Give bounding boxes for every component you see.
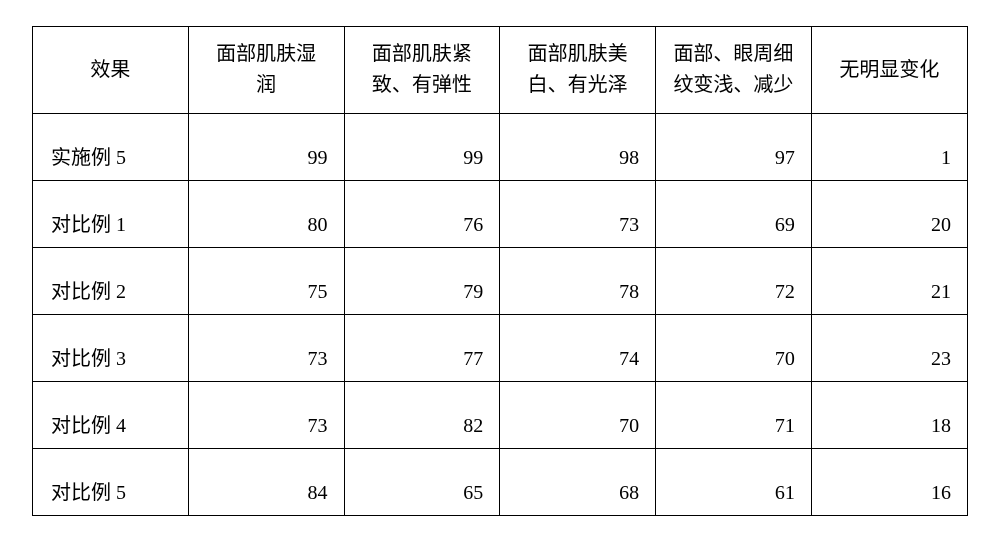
cell: 98 bbox=[500, 114, 656, 181]
cell: 18 bbox=[811, 382, 967, 449]
table-row: 实施例 5 99 99 98 97 1 bbox=[33, 114, 968, 181]
row-label: 对比例 5 bbox=[33, 449, 189, 516]
cell: 80 bbox=[188, 181, 344, 248]
row-label: 对比例 2 bbox=[33, 248, 189, 315]
cell: 79 bbox=[344, 248, 500, 315]
cell: 70 bbox=[500, 382, 656, 449]
cell: 99 bbox=[188, 114, 344, 181]
cell: 74 bbox=[500, 315, 656, 382]
col-header-white: 面部肌肤美 白、有光泽 bbox=[500, 27, 656, 114]
cell: 69 bbox=[656, 181, 812, 248]
table-row: 对比例 5 84 65 68 61 16 bbox=[33, 449, 968, 516]
cell: 21 bbox=[811, 248, 967, 315]
cell: 16 bbox=[811, 449, 967, 516]
cell: 97 bbox=[656, 114, 812, 181]
table-row: 对比例 2 75 79 78 72 21 bbox=[33, 248, 968, 315]
cell: 72 bbox=[656, 248, 812, 315]
col-header-white-l2: 白、有光泽 bbox=[528, 74, 628, 96]
col-header-moist-l1: 面部肌肤湿 bbox=[216, 43, 316, 65]
results-table: 效果 面部肌肤湿 润 面部肌肤紧 致、有弹性 面部肌肤美 白、有光泽 面部、眼周… bbox=[32, 26, 968, 516]
col-header-moist-l2: 润 bbox=[256, 74, 276, 96]
cell: 73 bbox=[188, 315, 344, 382]
col-header-nochange: 无明显变化 bbox=[811, 27, 967, 114]
cell: 77 bbox=[344, 315, 500, 382]
col-header-wrinkle: 面部、眼周细 纹变浅、减少 bbox=[656, 27, 812, 114]
col-header-moist: 面部肌肤湿 润 bbox=[188, 27, 344, 114]
cell: 73 bbox=[188, 382, 344, 449]
row-label: 对比例 1 bbox=[33, 181, 189, 248]
row-label: 实施例 5 bbox=[33, 114, 189, 181]
table-header-row: 效果 面部肌肤湿 润 面部肌肤紧 致、有弹性 面部肌肤美 白、有光泽 面部、眼周… bbox=[33, 27, 968, 114]
row-label: 对比例 4 bbox=[33, 382, 189, 449]
cell: 71 bbox=[656, 382, 812, 449]
col-header-effect: 效果 bbox=[33, 27, 189, 114]
cell: 75 bbox=[188, 248, 344, 315]
table-row: 对比例 4 73 82 70 71 18 bbox=[33, 382, 968, 449]
cell: 68 bbox=[500, 449, 656, 516]
col-header-white-l1: 面部肌肤美 bbox=[528, 43, 628, 65]
cell: 70 bbox=[656, 315, 812, 382]
col-header-firm: 面部肌肤紧 致、有弹性 bbox=[344, 27, 500, 114]
cell: 99 bbox=[344, 114, 500, 181]
cell: 84 bbox=[188, 449, 344, 516]
cell: 82 bbox=[344, 382, 500, 449]
cell: 61 bbox=[656, 449, 812, 516]
cell: 73 bbox=[500, 181, 656, 248]
cell: 76 bbox=[344, 181, 500, 248]
cell: 23 bbox=[811, 315, 967, 382]
col-header-wrinkle-l2: 纹变浅、减少 bbox=[673, 74, 793, 96]
row-label: 对比例 3 bbox=[33, 315, 189, 382]
cell: 78 bbox=[500, 248, 656, 315]
col-header-firm-l2: 致、有弹性 bbox=[372, 74, 472, 96]
cell: 1 bbox=[811, 114, 967, 181]
table-row: 对比例 1 80 76 73 69 20 bbox=[33, 181, 968, 248]
col-header-wrinkle-l1: 面部、眼周细 bbox=[673, 43, 793, 65]
col-header-firm-l1: 面部肌肤紧 bbox=[372, 43, 472, 65]
cell: 20 bbox=[811, 181, 967, 248]
table-row: 对比例 3 73 77 74 70 23 bbox=[33, 315, 968, 382]
cell: 65 bbox=[344, 449, 500, 516]
